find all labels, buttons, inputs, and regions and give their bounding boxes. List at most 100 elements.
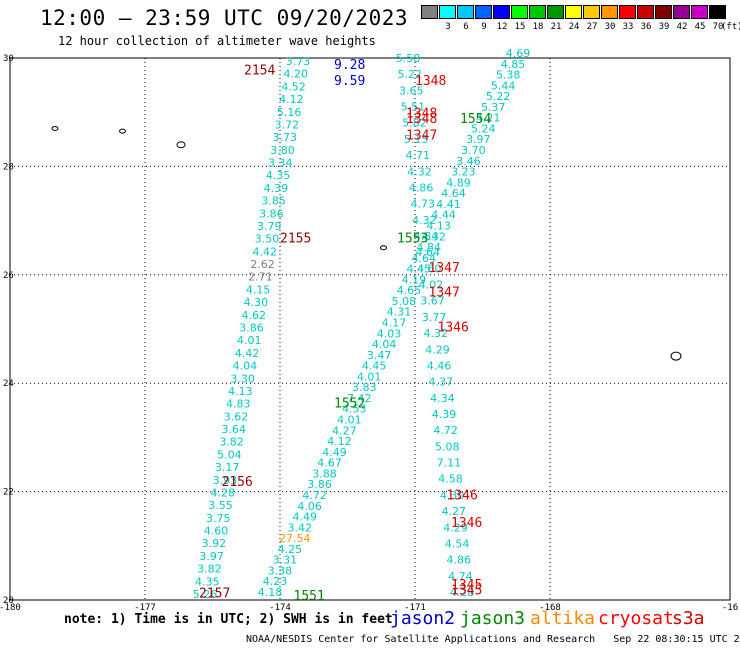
wave-height-value: 4.58	[438, 473, 463, 486]
wave-height-value: 4.42	[235, 347, 260, 360]
wave-height-value: 3.77	[422, 311, 447, 324]
colorbar-swatch	[655, 5, 672, 19]
wave-height-value: 4.23	[263, 575, 288, 588]
lon-tick-label: -171	[404, 603, 426, 613]
colorbar-swatch	[691, 5, 708, 19]
lat-tick-label: 22	[3, 488, 14, 498]
wave-height-value: 3.88	[312, 467, 337, 480]
wave-height-value: 3.67	[420, 295, 445, 308]
wave-height-value: 4.69	[506, 47, 531, 60]
wave-height-value: 4.44	[431, 209, 456, 222]
legend-note: note: 1) Time is in UTC; 2) SWH is in fe…	[64, 612, 393, 627]
map-frame	[9, 57, 731, 601]
wave-height-value: 5.58	[396, 52, 421, 65]
wave-height-value: 4.39	[264, 182, 289, 195]
wave-height-value: 4.84	[414, 230, 439, 243]
colorbar-label: 3	[445, 22, 451, 32]
colorbar-swatch	[457, 5, 474, 19]
wave-height-value: 3.65	[399, 84, 424, 97]
wave-height-value: 4.49	[322, 446, 347, 459]
pass-time-label: 2157	[199, 586, 230, 601]
wave-height-value: 5.15	[404, 133, 429, 146]
wave-height-value: 4.29	[425, 343, 450, 356]
wave-height-value: 4.25	[278, 543, 303, 556]
wave-height-value: 3.42	[288, 521, 313, 534]
wave-height-value: 4.86	[446, 554, 471, 567]
colorbar-label: 42	[676, 22, 688, 32]
footer-credit: NOAA/NESDIS Center for Satellite Applica…	[246, 634, 740, 645]
wave-height-value: 4.41	[436, 198, 461, 211]
wave-height-value: 3.70	[461, 144, 486, 157]
pass-time-label: 1554	[460, 112, 491, 127]
wave-height-value: 4.74	[448, 570, 473, 583]
wave-height-value: 4.49	[292, 511, 317, 524]
wave-height-value: 4.19	[402, 273, 427, 286]
wave-height-value: 3.80	[270, 144, 295, 157]
wave-height-value: 4.39	[432, 408, 457, 421]
wave-height-value: 4.53	[342, 403, 367, 416]
island-outline	[51, 125, 59, 131]
wave-height-value: 3.23	[451, 166, 476, 179]
wave-height-value: 4.65	[397, 284, 422, 297]
wave-height-value: 4.71	[406, 149, 431, 162]
wave-height-value: 3.82	[197, 563, 222, 576]
pass-time-label: 1347	[429, 285, 460, 300]
wave-height-value: 4.64	[412, 252, 437, 265]
wave-height-value: 5.08	[435, 440, 460, 453]
pass-time-label: 1348	[406, 112, 437, 127]
wave-height-value: 27.54	[279, 532, 311, 545]
wave-height-value: 4.27	[332, 424, 357, 437]
lat-tick-label: 30	[3, 54, 14, 64]
pass-time-label: 1347	[406, 128, 437, 143]
wave-height-value: 4.62	[241, 309, 266, 322]
wave-height-value: 4.28	[450, 586, 475, 599]
wave-height-value: 4.29	[443, 521, 468, 534]
wave-height-value: 5.82	[402, 117, 427, 130]
lon-tick-label: -180	[0, 603, 21, 613]
lat-tick-label: 28	[3, 162, 14, 172]
wave-height-value: 4.12	[279, 93, 304, 106]
colorbar-label: 45	[694, 22, 706, 32]
wave-height-value: 4.32	[407, 165, 432, 178]
wave-height-value: 4.04	[372, 338, 397, 351]
lat-tick-label: 26	[3, 271, 14, 281]
wave-height-value: 4.37	[428, 376, 453, 389]
wave-height-value: 3.72	[275, 118, 300, 131]
colorbar-swatch	[493, 5, 510, 19]
wave-height-value: 3.83	[352, 381, 377, 394]
wave-height-value: 4.28	[210, 486, 235, 499]
colorbar-label: 24	[568, 22, 580, 32]
legend-jason2: jason2	[390, 608, 456, 629]
wave-height-value: 4.17	[382, 317, 407, 330]
wave-height-value: 4.01	[337, 414, 362, 427]
wave-height-value: 4.01	[237, 334, 262, 347]
wave-height-value: 4.32	[421, 230, 446, 243]
colorbar-label: 33	[622, 22, 634, 32]
pass-time-label: 1345	[451, 578, 482, 593]
colorbar-label: 70	[712, 22, 724, 32]
wave-height-value: 4.34	[430, 392, 455, 405]
wave-height-value: 3.73	[286, 55, 311, 68]
wave-height-value: 3.97	[199, 550, 224, 563]
wave-height-value: 4.67	[317, 457, 342, 470]
legend-s3a: s3a	[672, 608, 705, 629]
colorbar-swatch	[439, 5, 456, 19]
pass-time-label: 2154	[244, 63, 275, 78]
wave-height-value: 3.86	[259, 207, 284, 220]
wave-height-value: 2.62	[250, 258, 275, 271]
wave-height-value: 4.60	[417, 262, 442, 275]
wave-height-value: 4.86	[409, 181, 434, 194]
wave-height-value: 4.89	[446, 176, 471, 189]
lon-tick-label: -174	[269, 603, 291, 613]
wave-height-value: 3.86	[307, 478, 332, 491]
wave-height-value: 3.86	[239, 322, 264, 335]
colorbar-label: 36	[640, 22, 652, 32]
wave-height-value: 4.84	[416, 241, 441, 254]
wave-height-value: 3.93	[213, 474, 238, 487]
wave-height-value: 5.44	[491, 79, 516, 92]
wave-height-value: 3.79	[257, 220, 282, 233]
wave-height-value: 3.75	[206, 512, 231, 525]
pass-time-label: 1553	[397, 231, 428, 246]
colorbar-swatch	[601, 5, 618, 19]
lon-tick-label: -177	[134, 603, 156, 613]
